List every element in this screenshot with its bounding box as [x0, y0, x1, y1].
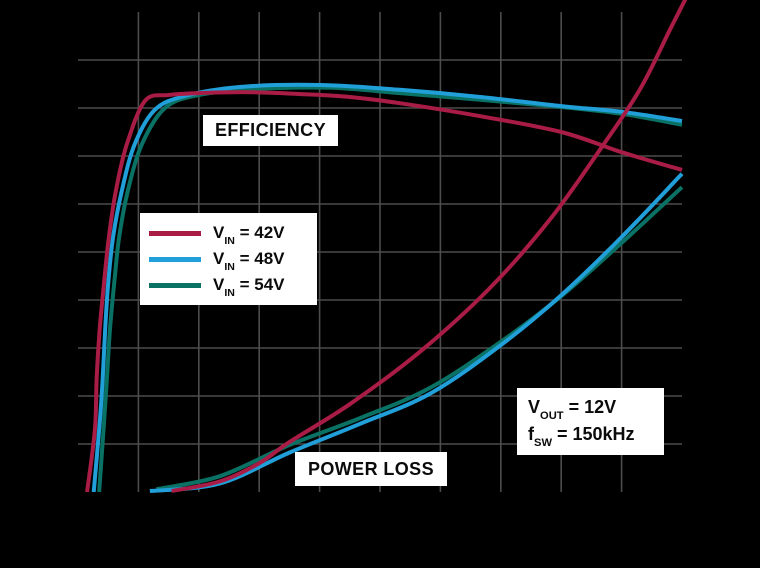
curve-power-loss-vin-42v	[171, 0, 688, 494]
legend-line-swatch	[149, 230, 201, 236]
legend-item: VIN = 48V	[140, 246, 317, 272]
legend-item-2-value: = 54V	[234, 275, 285, 294]
curve-efficiency-vin-42v	[85, 90, 683, 493]
legend-item-1-value: = 48V	[234, 249, 285, 268]
curve-efficiency-vin-54v	[97, 85, 683, 493]
efficiency-curve-label: EFFICIENCY	[203, 115, 338, 146]
condition-1-symbol: f	[528, 424, 534, 444]
legend-item-label: VIN = 42V	[213, 223, 285, 246]
condition-1-subscript: SW	[534, 436, 552, 449]
condition-line: fSW = 150kHz	[528, 421, 664, 449]
condition-1-value: = 150kHz	[551, 424, 635, 444]
legend-item-label: VIN = 54V	[213, 275, 285, 298]
legend-item-2-symbol: V	[213, 275, 225, 294]
legend-item: VIN = 42V	[140, 220, 317, 246]
legend-item-0-value: = 42V	[234, 223, 285, 242]
condition-0-symbol: V	[528, 397, 541, 417]
curve-power-loss-vin-54v	[156, 185, 684, 492]
legend-line-swatch	[149, 256, 201, 262]
legend-item-1-symbol: V	[213, 249, 225, 268]
condition-0-subscript: OUT	[540, 409, 564, 422]
legend-item-1-subscript: IN	[224, 260, 235, 273]
legend-item-2-subscript: IN	[224, 286, 235, 299]
power-loss-curve-label: POWER LOSS	[295, 452, 447, 486]
conditions-annotation: VOUT = 12V fSW = 150kHz	[517, 388, 664, 455]
curve-power-loss-vin-48v	[149, 172, 684, 494]
legend-item-0-subscript: IN	[224, 234, 235, 247]
condition-0-value: = 12V	[563, 397, 617, 417]
legend-item-0-symbol: V	[213, 223, 225, 242]
curve-efficiency-vin-48v	[91, 82, 683, 493]
legend-item-label: VIN = 48V	[213, 249, 285, 272]
legend-box: VIN = 42V VIN = 48V VIN = 54V	[140, 213, 317, 305]
legend-item: VIN = 54V	[140, 272, 317, 298]
condition-line: VOUT = 12V	[528, 394, 664, 422]
legend-line-swatch	[149, 282, 201, 288]
